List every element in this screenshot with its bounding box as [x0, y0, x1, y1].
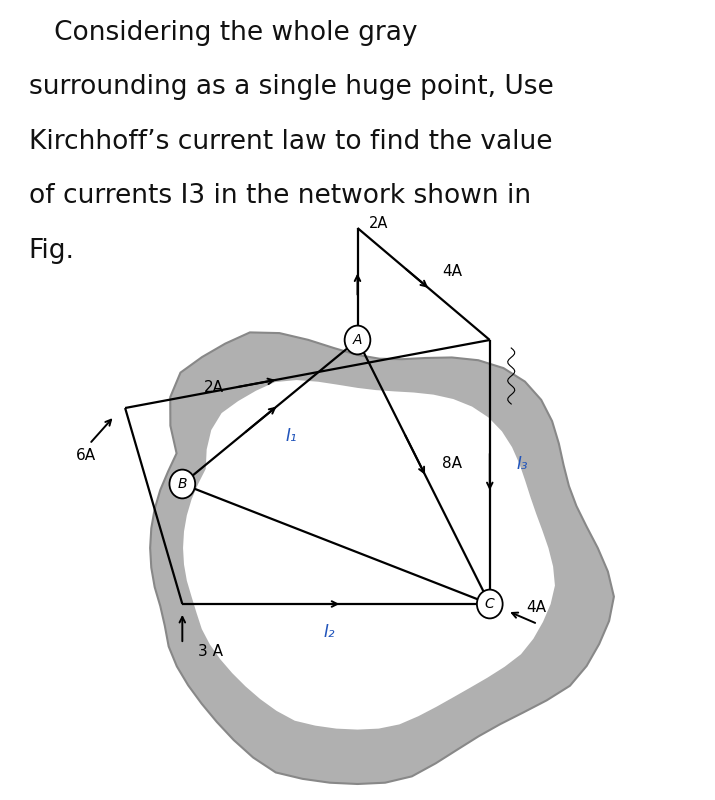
Text: surrounding as a single huge point, Use: surrounding as a single huge point, Use: [29, 74, 553, 100]
Circle shape: [169, 470, 195, 498]
Text: 3 A: 3 A: [199, 645, 223, 659]
Text: Fig.: Fig.: [29, 238, 74, 264]
Text: 4A: 4A: [526, 601, 546, 615]
Text: Considering the whole gray: Considering the whole gray: [29, 20, 417, 46]
Text: I₂: I₂: [323, 623, 335, 641]
Text: 2A: 2A: [204, 381, 223, 395]
Text: I₁: I₁: [285, 427, 297, 445]
Text: of currents I3 in the network shown in: of currents I3 in the network shown in: [29, 183, 531, 210]
Text: Kirchhoff’s current law to find the value: Kirchhoff’s current law to find the valu…: [29, 129, 552, 155]
Polygon shape: [183, 380, 555, 730]
Polygon shape: [150, 333, 614, 784]
Text: I₃: I₃: [516, 455, 528, 473]
Text: B: B: [177, 477, 187, 491]
Text: 8A: 8A: [443, 457, 462, 471]
Text: 2A: 2A: [369, 217, 389, 231]
Text: 6A: 6A: [76, 449, 96, 463]
Circle shape: [477, 590, 503, 618]
Text: C: C: [485, 597, 495, 611]
Circle shape: [345, 326, 370, 354]
Text: A: A: [352, 333, 363, 347]
Text: 4A: 4A: [443, 265, 462, 279]
